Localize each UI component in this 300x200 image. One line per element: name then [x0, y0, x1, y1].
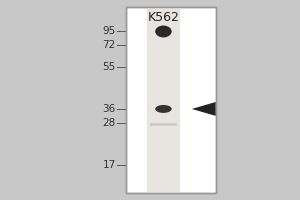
Bar — [150, 123, 177, 126]
Text: K562: K562 — [148, 11, 179, 24]
Text: 55: 55 — [102, 62, 116, 72]
Ellipse shape — [155, 105, 172, 113]
Polygon shape — [192, 102, 216, 116]
Text: 28: 28 — [102, 118, 116, 128]
Text: 17: 17 — [102, 160, 116, 170]
Bar — [126, 7, 216, 193]
Bar — [147, 7, 180, 193]
Ellipse shape — [155, 26, 172, 37]
Text: 72: 72 — [102, 40, 116, 50]
Text: 36: 36 — [102, 104, 116, 114]
Text: 95: 95 — [102, 26, 116, 36]
Bar — [126, 7, 216, 193]
